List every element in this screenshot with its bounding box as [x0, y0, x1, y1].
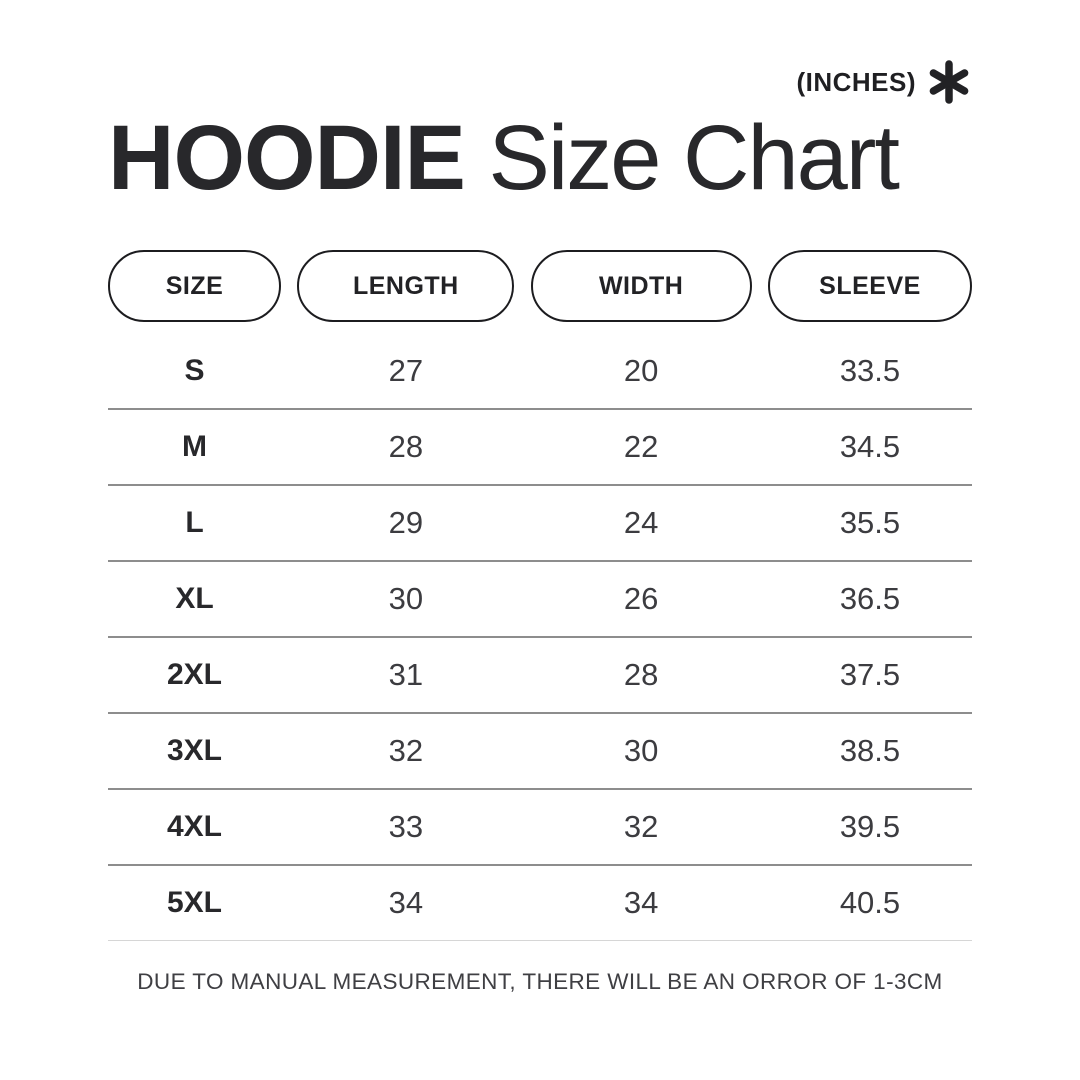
- size-label: L: [185, 506, 204, 539]
- measurement-value: 38.5: [839, 733, 901, 768]
- measurement-value: 34: [388, 885, 424, 920]
- measurement-value: 28: [388, 429, 424, 464]
- table-row-l: L 29 24 35.5: [108, 486, 972, 562]
- measurement-value: 36.5: [839, 581, 901, 616]
- measurement-value: 39.5: [839, 809, 901, 844]
- column-header-length: LENGTH: [297, 250, 515, 322]
- table-row-s: S 27 20 33.5: [108, 334, 972, 410]
- title-product-name: HOODIE: [108, 107, 466, 209]
- title-suffix: Size Chart: [464, 107, 900, 209]
- table-row-5xl: 5XL 34 34 40.5: [108, 866, 972, 941]
- table-row-2xl: 2XL 31 28 37.5: [108, 638, 972, 714]
- column-header-sleeve: SLEEVE: [767, 250, 972, 322]
- size-label: S: [184, 354, 205, 387]
- measurement-value: 32: [623, 809, 659, 844]
- column-header-width: WIDTH: [530, 250, 752, 322]
- measurement-value: 40.5: [839, 885, 901, 920]
- column-header-row: SIZE LENGTH WIDTH SLEEVE: [108, 250, 972, 322]
- measurement-value: 22: [623, 429, 659, 464]
- measurement-value: 32: [388, 733, 424, 768]
- measurement-value: 33.5: [839, 353, 901, 388]
- table-row-m: M 28 22 34.5: [108, 410, 972, 486]
- measurement-value: 24: [623, 505, 659, 540]
- measurement-note: DUE TO MANUAL MEASUREMENT, THERE WILL BE…: [137, 969, 943, 994]
- measurement-value: 37.5: [839, 657, 901, 692]
- column-header-size: SIZE: [108, 250, 281, 322]
- measurement-value: 26: [623, 581, 659, 616]
- page-title: HOODIE Size Chart: [108, 112, 972, 204]
- table-row-4xl: 4XL 33 32 39.5: [108, 790, 972, 866]
- size-table: S 27 20 33.5 M 28 22 34.5 L 29 24 35.5 XL 30 26 36.5 2XL…: [108, 334, 972, 941]
- measurement-value: 33: [388, 809, 424, 844]
- measurement-value: 34: [623, 885, 659, 920]
- asterisk-icon: [929, 60, 969, 104]
- size-label: 3XL: [166, 734, 223, 767]
- measurement-value: 34.5: [839, 429, 901, 464]
- size-label: XL: [175, 582, 214, 615]
- measurement-value: 30: [623, 733, 659, 768]
- measurement-value: 20: [623, 353, 659, 388]
- size-label: 4XL: [166, 810, 223, 843]
- measurement-value: 30: [388, 581, 424, 616]
- size-chart-page: (INCHES) HOODIE Size Chart SIZE LENGTH WID…: [108, 0, 972, 995]
- measurement-value: 35.5: [839, 505, 901, 540]
- measurement-value: 31: [388, 657, 424, 692]
- units-label: (INCHES): [796, 66, 916, 97]
- size-label: 5XL: [166, 886, 223, 919]
- size-label: M: [182, 430, 207, 463]
- table-row-3xl: 3XL 32 30 38.5: [108, 714, 972, 790]
- measurement-value: 27: [388, 353, 424, 388]
- measurement-value: 28: [623, 657, 659, 692]
- measurement-value: 29: [388, 505, 424, 540]
- units-row: (INCHES): [108, 56, 972, 108]
- size-label: 2XL: [166, 658, 223, 691]
- table-row-xl: XL 30 26 36.5: [108, 562, 972, 638]
